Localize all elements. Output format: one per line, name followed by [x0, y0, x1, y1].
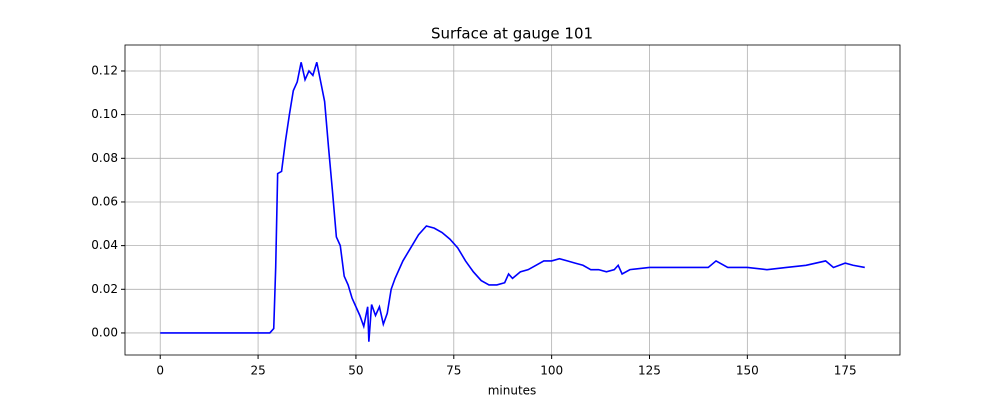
x-tick-label: 150: [736, 364, 759, 378]
y-tick-label: 0.00: [91, 325, 118, 339]
x-tick-label: 75: [446, 364, 461, 378]
x-axis-label: minutes: [488, 384, 537, 398]
y-tick-label: 0.06: [91, 194, 118, 208]
chart-title: Surface at gauge 101: [431, 25, 593, 43]
x-tick-label: 175: [834, 364, 857, 378]
x-tick-label: 25: [250, 364, 265, 378]
y-tick-label: 0.08: [91, 151, 118, 165]
x-tick-label: 125: [638, 364, 661, 378]
data-line: [160, 62, 865, 342]
y-tick-label: 0.10: [91, 107, 118, 121]
plot-frame: [124, 44, 901, 356]
y-tick-label: 0.04: [91, 238, 118, 252]
x-tick-label: 0: [156, 364, 164, 378]
y-tick-label: 0.02: [91, 282, 118, 296]
y-tick-label: 0.12: [91, 63, 118, 77]
x-tick-label: 100: [540, 364, 563, 378]
x-tick-label: 50: [348, 364, 363, 378]
